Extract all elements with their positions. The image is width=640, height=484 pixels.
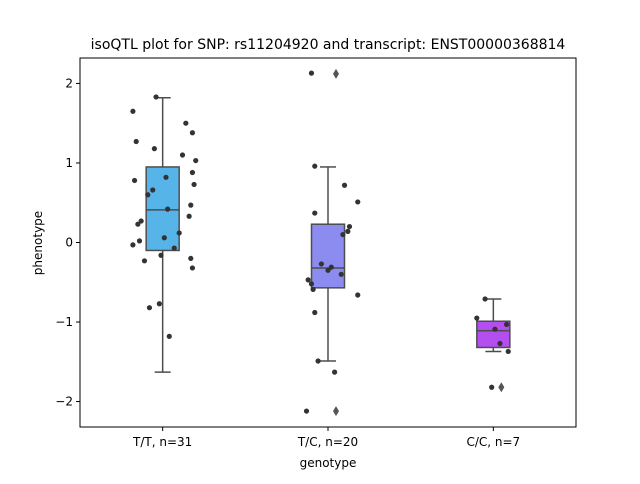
data-point xyxy=(186,213,192,219)
y-axis-label: phenotype xyxy=(31,211,45,275)
data-point xyxy=(189,130,196,136)
y-tick-label: 2 xyxy=(65,76,73,90)
x-tick-label: T/T, n=31 xyxy=(132,435,192,449)
data-point xyxy=(312,210,318,216)
y-tick-label: −2 xyxy=(55,395,73,409)
data-point xyxy=(183,120,189,126)
data-point xyxy=(482,296,488,302)
box-iqr xyxy=(310,223,346,289)
chart-title: isoQTL plot for SNP: rs11204920 and tran… xyxy=(91,37,566,53)
data-point xyxy=(161,235,167,241)
data-point xyxy=(146,305,153,311)
data-point xyxy=(131,177,138,184)
data-point xyxy=(355,292,361,298)
data-point xyxy=(474,315,480,321)
x-axis-label: genotype xyxy=(300,456,357,470)
data-point xyxy=(346,223,353,230)
data-point xyxy=(158,252,164,258)
data-point xyxy=(492,326,498,332)
data-point xyxy=(310,286,316,293)
data-point xyxy=(312,163,318,169)
points-group-3 xyxy=(474,296,511,390)
data-point xyxy=(328,264,334,270)
data-point xyxy=(305,277,311,283)
outlier-marker xyxy=(498,382,505,393)
data-point xyxy=(145,192,151,198)
data-point xyxy=(332,369,338,375)
data-point xyxy=(191,181,197,188)
y-tick-label: 1 xyxy=(65,156,73,170)
data-point xyxy=(318,261,324,267)
data-point xyxy=(312,309,318,316)
data-point xyxy=(135,221,141,227)
box-group-2 xyxy=(310,68,346,417)
data-point xyxy=(189,169,196,176)
data-point xyxy=(355,199,361,205)
y-tick-label: 0 xyxy=(65,236,73,250)
y-tick-label: −1 xyxy=(55,315,73,329)
data-point xyxy=(341,182,348,188)
data-point xyxy=(153,94,159,100)
data-point xyxy=(133,138,139,145)
x-tick-label: T/C, n=20 xyxy=(297,435,358,449)
data-point xyxy=(345,228,351,234)
data-point xyxy=(150,187,156,193)
data-point xyxy=(171,245,177,251)
data-point xyxy=(338,271,344,277)
data-point xyxy=(136,238,143,244)
data-point xyxy=(188,255,194,262)
data-point xyxy=(141,258,148,264)
data-point xyxy=(303,408,310,414)
points-group-2 xyxy=(303,70,361,414)
data-point xyxy=(179,152,186,158)
data-point xyxy=(151,146,157,152)
data-point xyxy=(176,230,182,236)
data-point xyxy=(163,174,169,180)
data-point xyxy=(497,340,503,347)
data-point xyxy=(156,301,162,307)
data-point xyxy=(130,242,136,248)
data-point xyxy=(165,206,171,212)
data-point xyxy=(166,333,172,339)
data-point xyxy=(130,108,136,114)
data-point xyxy=(503,321,510,328)
points-group-1 xyxy=(130,94,199,339)
outlier-marker xyxy=(333,406,339,417)
data-point xyxy=(340,231,346,238)
data-point xyxy=(325,267,331,273)
data-point xyxy=(138,218,144,224)
data-point xyxy=(489,384,495,390)
data-point xyxy=(505,348,511,355)
data-point xyxy=(188,202,194,208)
data-point xyxy=(189,265,196,271)
x-tick-label: C/C, n=7 xyxy=(466,435,520,449)
data-point xyxy=(315,358,321,364)
data-point xyxy=(308,281,315,287)
outlier-marker xyxy=(333,68,339,79)
data-point xyxy=(308,70,315,76)
data-point xyxy=(193,157,199,164)
